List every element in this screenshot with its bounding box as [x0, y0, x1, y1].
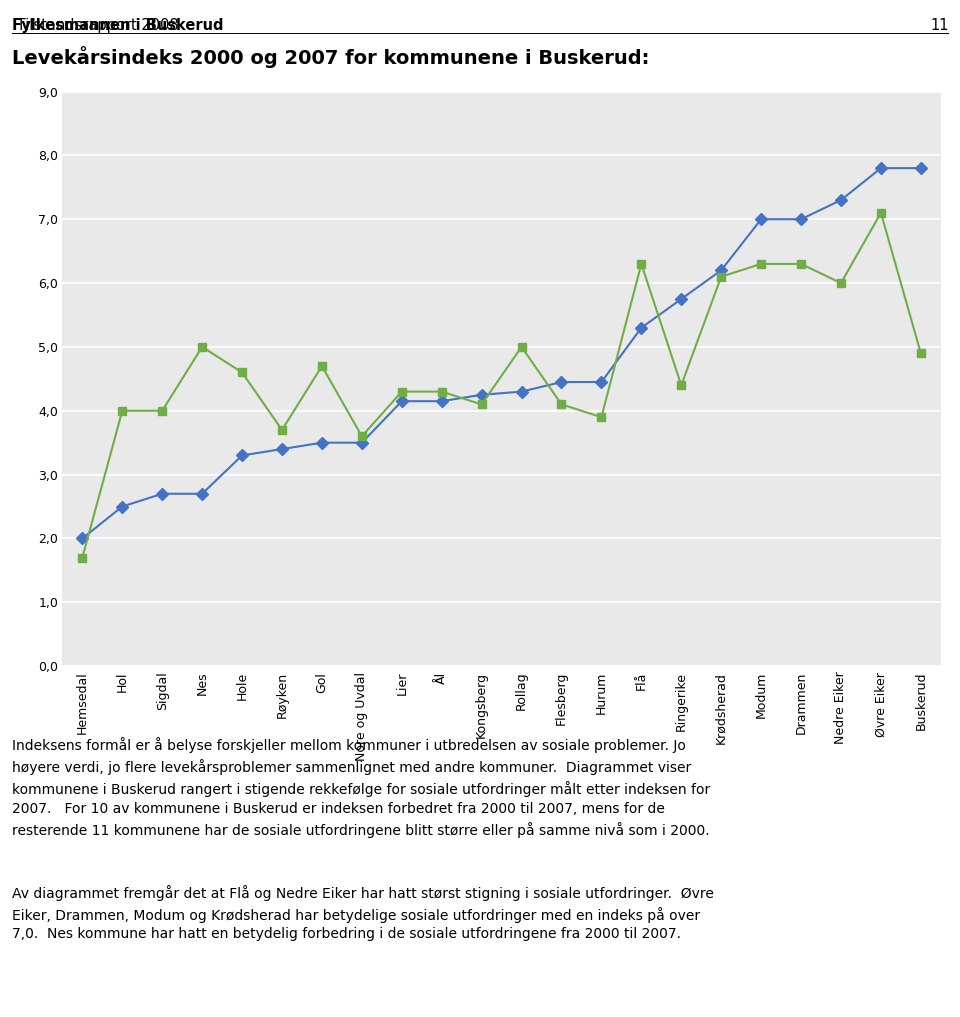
Indeks 2000: [156, 405, 168, 417]
Text: Indeksens formål er å belyse forskjeller mellom kommuner i utbredelsen av sosial: Indeksens formål er å belyse forskjeller…: [12, 737, 709, 838]
Indeks 2007: [197, 488, 208, 500]
Text: Fylkesmannen i Buskerud: Fylkesmannen i Buskerud: [12, 18, 223, 34]
Indeks 2007: [156, 488, 168, 500]
Indeks 2000: [715, 271, 727, 283]
Text: Av diagrammet fremgår det at Flå og Nedre Eiker har hatt størst stigning i sosia: Av diagrammet fremgår det at Flå og Nedr…: [12, 885, 713, 942]
Indeks 2007: [756, 214, 767, 226]
Indeks 2000: [116, 405, 128, 417]
Indeks 2007: [276, 443, 288, 456]
Line: Indeks 2000: Indeks 2000: [78, 208, 925, 561]
Indeks 2007: [595, 376, 607, 388]
Indeks 2007: [556, 376, 567, 388]
Text: Levekårsindeks 2000 og 2007 for kommunene i Buskerud:: Levekårsindeks 2000 og 2007 for kommunen…: [12, 46, 649, 68]
Indeks 2007: [356, 436, 368, 448]
Indeks 2007: [436, 395, 447, 407]
Indeks 2000: [197, 341, 208, 353]
Indeks 2007: [876, 162, 887, 174]
Indeks 2000: [77, 551, 88, 563]
Indeks 2007: [636, 321, 647, 334]
Indeks 2000: [676, 379, 687, 392]
Indeks 2000: [835, 277, 847, 289]
Indeks 2000: [516, 341, 527, 353]
Indeks 2007: [715, 264, 727, 277]
Indeks 2000: [636, 257, 647, 270]
Indeks 2007: [396, 395, 408, 407]
Indeks 2000: [316, 360, 327, 372]
Indeks 2000: [396, 385, 408, 398]
Indeks 2000: [756, 257, 767, 270]
Indeks 2000: [276, 424, 288, 436]
Indeks 2000: [236, 366, 248, 378]
Indeks 2000: [556, 399, 567, 411]
Indeks 2007: [116, 500, 128, 513]
Indeks 2007: [236, 450, 248, 462]
Indeks 2007: [316, 436, 327, 448]
Text: Tilstandsrapport 2008: Tilstandsrapport 2008: [12, 18, 179, 34]
Indeks 2007: [516, 385, 527, 398]
Indeks 2007: [835, 194, 847, 206]
Line: Indeks 2007: Indeks 2007: [78, 164, 925, 543]
Indeks 2000: [436, 385, 447, 398]
Indeks 2000: [795, 257, 806, 270]
Indeks 2000: [876, 206, 887, 219]
Indeks 2000: [915, 347, 926, 359]
Indeks 2007: [795, 214, 806, 226]
Indeks 2007: [676, 293, 687, 305]
Indeks 2000: [476, 399, 488, 411]
Indeks 2000: [595, 411, 607, 423]
Indeks 2007: [77, 532, 88, 544]
Indeks 2007: [915, 162, 926, 174]
Text: 11: 11: [930, 18, 948, 34]
Indeks 2007: [476, 388, 488, 401]
Indeks 2000: [356, 430, 368, 442]
